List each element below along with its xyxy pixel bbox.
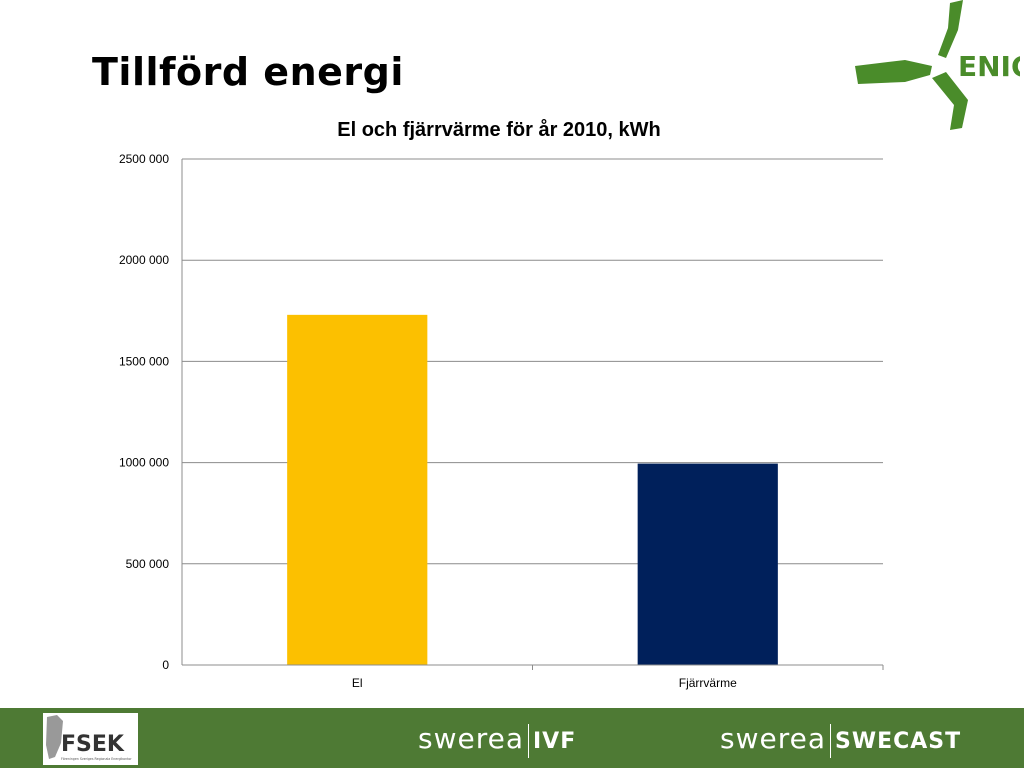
fsek-logo-text: FSEK xyxy=(61,732,125,757)
y-tick-label: 1500 000 xyxy=(119,354,169,368)
tick-labels: 0 500 000 1000 000 1500 000 2000 000 2500 000… xyxy=(119,152,737,690)
bars xyxy=(287,314,778,665)
x-tick-label: Fjärrvärme xyxy=(679,676,737,690)
y-tick-label: 0 xyxy=(162,658,169,672)
swerea-swecast-word: swerea xyxy=(720,722,826,755)
swerea-swecast-unit: SWECAST xyxy=(835,729,962,754)
slide-title: Tillförd energi xyxy=(92,50,404,94)
footer-bar: FSEK Föreningen Sveriges Regionala Energ… xyxy=(0,708,1024,768)
axes xyxy=(181,159,884,670)
y-tick-label: 2500 000 xyxy=(119,152,169,166)
bar-el xyxy=(287,314,428,665)
swerea-ivf-unit: IVF xyxy=(533,729,577,754)
fsek-logo: FSEK Föreningen Sveriges Regionala Energ… xyxy=(43,713,138,765)
chart-title: El och fjärrvärme för år 2010, kWh xyxy=(337,118,660,141)
enig-hand-left xyxy=(855,60,932,84)
bar-fjarrvarme xyxy=(637,463,778,665)
bar-chart: El och fjärrvärme för år 2010, kWh 0 500 … xyxy=(119,118,884,690)
swerea-ivf-word: swerea xyxy=(418,722,524,755)
swerea-swecast-logo: swerea SWECAST xyxy=(720,722,961,764)
enig-logo-text: ENIG xyxy=(958,50,1020,83)
swerea-ivf-logo: swerea IVF xyxy=(418,722,576,764)
swerea-ivf-separator xyxy=(528,723,529,758)
fsek-logo-subtext: Föreningen Sveriges Regionala Energikont… xyxy=(61,757,132,761)
y-tick-label: 500 000 xyxy=(126,557,170,571)
y-tick-label: 1000 000 xyxy=(119,456,169,470)
enig-logo: ENIG xyxy=(855,0,1020,130)
enig-hand-top xyxy=(938,0,963,58)
enig-hand-bottom xyxy=(932,72,968,130)
x-tick-label: El xyxy=(352,676,363,690)
y-tick-label: 2000 000 xyxy=(119,253,169,267)
swerea-swecast-separator xyxy=(830,723,831,758)
sweden-map-icon xyxy=(46,715,63,759)
